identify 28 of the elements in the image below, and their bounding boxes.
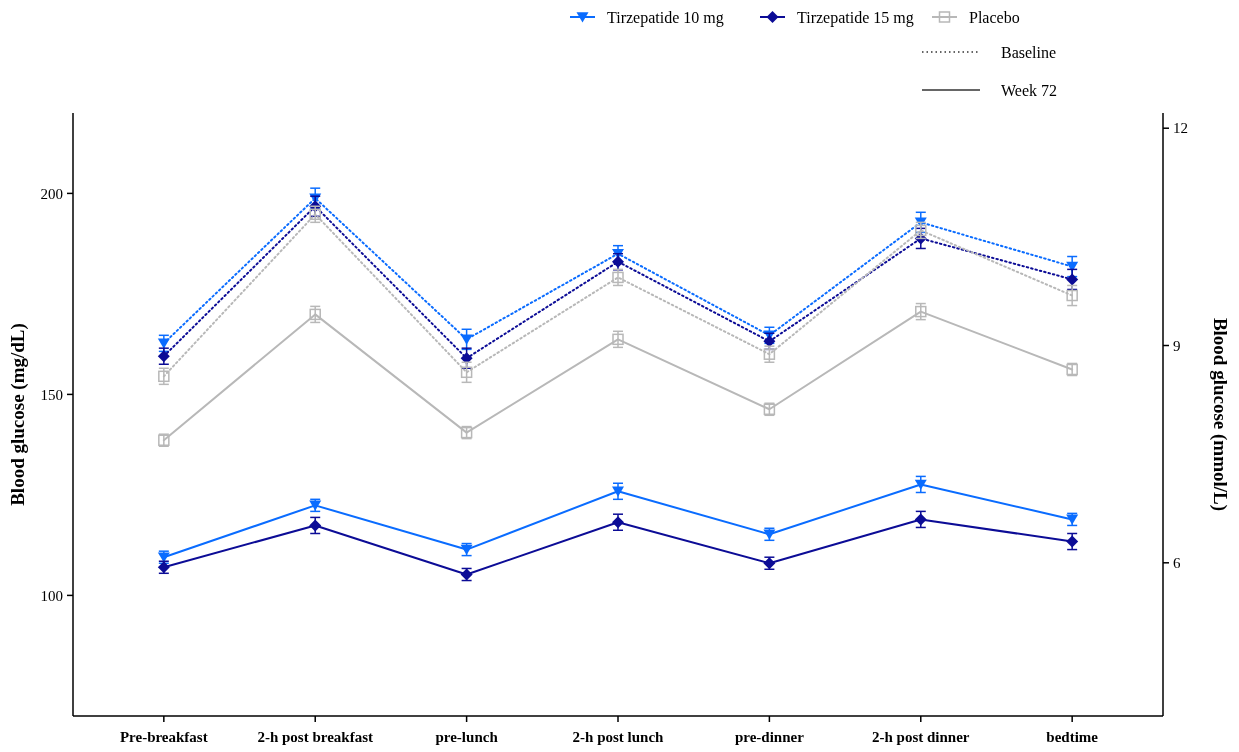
x-tick-label: 2-h post lunch xyxy=(572,729,665,745)
y-tick-label: 200 xyxy=(40,185,63,202)
legend-label: Tirzepatide 15 mg xyxy=(797,8,914,27)
y2-axis-title: Blood glucose (mmol/L) xyxy=(1209,317,1231,512)
text: Baseline xyxy=(1001,43,1057,61)
x-tick-label: 2-h post dinner xyxy=(872,729,970,745)
point xyxy=(157,338,170,349)
point xyxy=(460,334,473,345)
point xyxy=(1066,289,1078,302)
text: Week 72 xyxy=(1001,81,1058,99)
y2-tick-label: 9 xyxy=(1173,337,1181,354)
y-axis-title: Blood glucose (mg/dL) xyxy=(7,323,29,506)
point xyxy=(914,479,927,490)
y2-tick-label: 12 xyxy=(1173,120,1188,137)
y2-tick-label: 6 xyxy=(1173,555,1181,572)
point xyxy=(1066,261,1079,272)
x-tick-label: pre-lunch xyxy=(435,729,499,745)
x-tick-label: bedtime xyxy=(1046,729,1099,745)
point xyxy=(1066,273,1079,286)
x-tick-label: Pre-breakfast xyxy=(119,729,208,745)
point xyxy=(612,486,624,497)
y-tick-label: 150 xyxy=(40,386,63,403)
x-tick-label: 2-h post breakfast xyxy=(257,729,374,745)
y-tick-label: 100 xyxy=(40,587,63,604)
legend-label: Placebo xyxy=(969,8,1020,26)
point xyxy=(460,366,473,379)
x-tick-label: pre-dinner xyxy=(734,729,805,745)
legend-label: Tirzepatide 10 mg xyxy=(607,8,724,27)
